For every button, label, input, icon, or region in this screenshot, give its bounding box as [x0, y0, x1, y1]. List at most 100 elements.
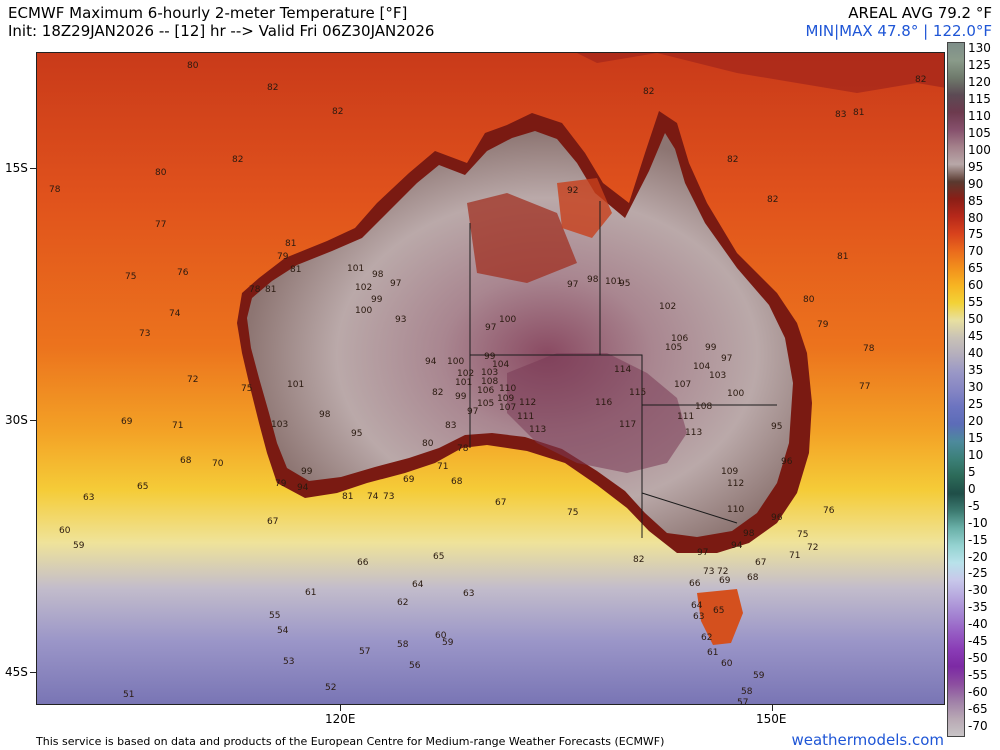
temperature-colorbar: [947, 42, 965, 737]
colorbar-label: 30: [968, 380, 984, 395]
grid-value: 60: [721, 659, 733, 669]
grid-value: 82: [432, 388, 443, 398]
grid-value: 94: [425, 357, 437, 367]
grid-value: 103: [271, 420, 288, 430]
grid-value: 82: [232, 155, 243, 165]
grid-value: 82: [643, 87, 654, 97]
grid-value: 67: [495, 498, 506, 508]
grid-value: 112: [519, 398, 536, 408]
grid-value: 94: [731, 541, 743, 551]
grid-value: 78: [49, 185, 61, 195]
grid-value: 104: [693, 362, 710, 372]
grid-value: 66: [689, 579, 701, 589]
lon-label-150e: 150E: [756, 712, 787, 726]
colorbar-label: -70: [968, 719, 988, 734]
grid-value: 107: [499, 403, 516, 413]
grid-value: 56: [409, 661, 421, 671]
grid-value: 100: [727, 389, 744, 399]
grid-value: 72: [717, 567, 728, 577]
colorbar-label: 10: [968, 447, 984, 462]
colorbar-label: 100: [968, 142, 991, 157]
grid-value: 82: [267, 83, 278, 93]
grid-value: 69: [403, 475, 415, 485]
colorbar-label: 90: [968, 176, 984, 191]
grid-value: 103: [481, 368, 498, 378]
grid-value: 80: [422, 439, 434, 449]
grid-value: 78: [457, 444, 469, 454]
grid-value: 57: [359, 647, 370, 657]
grid-value: 117: [619, 420, 636, 430]
colorbar-label: 55: [968, 295, 984, 310]
grid-value: 97: [467, 407, 478, 417]
grid-value: 75: [241, 384, 252, 394]
grid-value: 81: [290, 265, 301, 275]
colorbar-label: 115: [968, 91, 991, 106]
grid-value: 62: [701, 633, 712, 643]
colorbar-label: -45: [968, 634, 988, 649]
state-borders: [469, 201, 777, 538]
grid-value: 72: [187, 375, 198, 385]
colorbar-label: -5: [968, 498, 980, 513]
new-guinea: [577, 53, 944, 93]
colorbar-label: 105: [968, 125, 991, 140]
grid-value: 96: [771, 513, 783, 523]
grid-value: 99: [705, 343, 717, 353]
colorbar-label: -55: [968, 668, 988, 683]
grid-value: 60: [435, 631, 447, 641]
grid-value: 92: [567, 186, 578, 196]
grid-value: 95: [351, 429, 362, 439]
grid-value: 106: [671, 334, 688, 344]
grid-value: 71: [437, 462, 448, 472]
grid-value: 101: [287, 380, 304, 390]
grid-value: 109: [497, 394, 514, 404]
grid-value: 73: [139, 329, 150, 339]
min-max-readout: MIN|MAX 47.8° | 122.0°F: [805, 22, 992, 40]
grid-value: 101: [455, 378, 472, 388]
grid-value: 63: [83, 493, 94, 503]
colorbar-label: 70: [968, 244, 984, 259]
grid-value: 96: [781, 457, 793, 467]
grid-value: 60: [59, 526, 71, 536]
colorbar-label: -50: [968, 651, 988, 666]
grid-value: 110: [499, 384, 516, 394]
colorbar-label: -15: [968, 532, 988, 547]
grid-value: 68: [747, 573, 759, 583]
grid-value: 53: [283, 657, 294, 667]
grid-value: 113: [685, 428, 702, 438]
grid-value: 59: [442, 638, 454, 648]
grid-value: 83: [445, 421, 456, 431]
colorbar-label: 75: [968, 227, 984, 242]
grid-value: 63: [693, 612, 704, 622]
lat-label-45s: 45S: [5, 665, 28, 679]
colorbar-label: 45: [968, 329, 984, 344]
grid-value: 78: [249, 285, 261, 295]
grid-value: 73: [703, 567, 714, 577]
grid-value: 80: [803, 295, 815, 305]
colorbar-label: -30: [968, 583, 988, 598]
grid-value: 81: [837, 252, 848, 262]
grid-value: 78: [863, 344, 875, 354]
lon-tick-150e: [772, 705, 773, 711]
colorbar-label: -40: [968, 617, 988, 632]
attribution-text: This service is based on data and produc…: [36, 735, 665, 748]
grid-value: 80: [155, 168, 167, 178]
grid-value: 51: [123, 690, 134, 700]
grid-value: 97: [390, 279, 401, 289]
grid-value: 71: [789, 551, 800, 561]
grid-value: 68: [180, 456, 192, 466]
grid-value: 106: [477, 386, 494, 396]
colorbar-label: 85: [968, 193, 984, 208]
colorbar-label: 15: [968, 430, 984, 445]
grid-value: 65: [433, 552, 444, 562]
grid-value: 68: [451, 477, 463, 487]
colorbar-label: 125: [968, 57, 991, 72]
grid-value: 83: [835, 110, 846, 120]
brand-link[interactable]: weathermodels.com: [791, 731, 944, 749]
colorbar-label: 130: [968, 41, 991, 55]
grid-value: 79: [817, 320, 829, 330]
colorbar-label: 5: [968, 464, 976, 479]
temperature-map[interactable]: 80 82 82 82 80 78 77 76 75 74 73 72 71 69 70 68 65 63 60 59…: [36, 52, 945, 705]
grid-value: 98: [319, 410, 331, 420]
tasmania: [697, 589, 743, 645]
grid-value: 101: [347, 264, 364, 274]
